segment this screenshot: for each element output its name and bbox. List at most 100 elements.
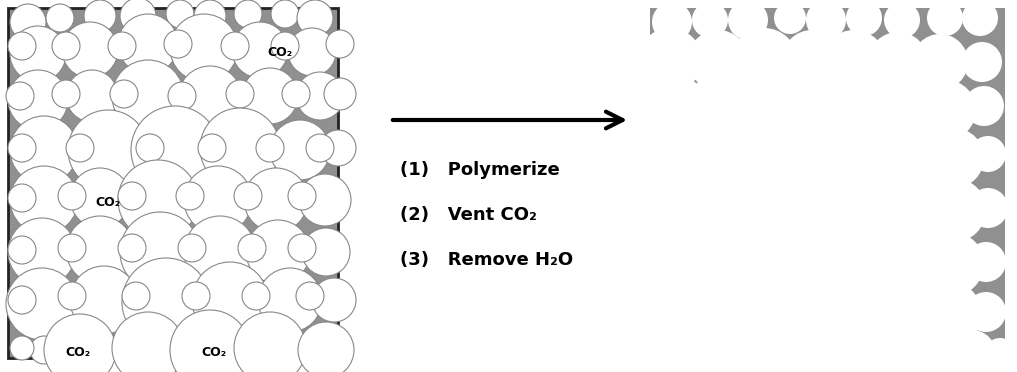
Circle shape <box>58 182 86 210</box>
Circle shape <box>730 72 806 148</box>
Circle shape <box>108 32 136 60</box>
Circle shape <box>782 222 866 306</box>
Circle shape <box>282 80 310 108</box>
Circle shape <box>29 336 58 364</box>
Circle shape <box>807 318 880 372</box>
Circle shape <box>320 130 356 166</box>
Circle shape <box>271 32 299 60</box>
Circle shape <box>629 170 708 250</box>
Circle shape <box>968 188 1008 228</box>
Circle shape <box>962 42 1002 82</box>
Circle shape <box>8 218 76 286</box>
Circle shape <box>176 182 204 210</box>
Circle shape <box>66 134 94 162</box>
Circle shape <box>876 226 952 302</box>
Circle shape <box>112 312 184 372</box>
Circle shape <box>962 0 998 36</box>
Circle shape <box>298 322 354 372</box>
Circle shape <box>964 86 1004 126</box>
Circle shape <box>234 0 262 28</box>
Circle shape <box>168 82 196 110</box>
Circle shape <box>256 134 284 162</box>
Circle shape <box>182 282 210 310</box>
Circle shape <box>868 32 928 92</box>
Circle shape <box>692 2 728 38</box>
Circle shape <box>928 0 963 36</box>
Circle shape <box>966 242 1006 282</box>
Circle shape <box>110 80 138 108</box>
Circle shape <box>118 234 146 262</box>
Circle shape <box>232 22 288 78</box>
Circle shape <box>856 320 924 372</box>
Circle shape <box>8 286 36 314</box>
Circle shape <box>912 34 968 90</box>
Circle shape <box>178 66 242 130</box>
Circle shape <box>678 168 762 252</box>
Circle shape <box>730 114 818 202</box>
Circle shape <box>782 30 842 90</box>
Circle shape <box>234 182 262 210</box>
Circle shape <box>324 78 356 110</box>
Circle shape <box>920 232 984 296</box>
Circle shape <box>902 324 962 372</box>
Circle shape <box>234 312 306 372</box>
Circle shape <box>6 82 34 110</box>
Circle shape <box>242 282 270 310</box>
Circle shape <box>830 224 910 304</box>
Circle shape <box>166 0 194 28</box>
Circle shape <box>244 168 308 232</box>
Circle shape <box>84 0 116 32</box>
Circle shape <box>10 4 46 40</box>
Circle shape <box>846 0 882 36</box>
Circle shape <box>728 0 768 40</box>
Circle shape <box>634 72 706 144</box>
Circle shape <box>629 276 704 352</box>
Circle shape <box>136 134 164 162</box>
Circle shape <box>192 262 268 338</box>
Circle shape <box>68 110 148 190</box>
Text: (3)   Remove H₂O: (3) Remove H₂O <box>400 251 574 269</box>
Circle shape <box>880 122 952 194</box>
Circle shape <box>52 32 80 60</box>
Circle shape <box>246 220 310 284</box>
Circle shape <box>70 266 138 334</box>
Circle shape <box>112 60 184 132</box>
Circle shape <box>221 32 249 60</box>
Circle shape <box>120 0 156 34</box>
Circle shape <box>238 234 266 262</box>
Circle shape <box>678 222 762 306</box>
Circle shape <box>270 120 330 180</box>
Circle shape <box>10 336 34 360</box>
Circle shape <box>922 178 986 242</box>
Circle shape <box>184 216 256 288</box>
Circle shape <box>6 268 78 340</box>
Circle shape <box>680 114 764 198</box>
Circle shape <box>648 336 684 372</box>
Circle shape <box>788 118 868 198</box>
Circle shape <box>131 106 219 194</box>
Circle shape <box>118 160 198 240</box>
Circle shape <box>8 70 68 130</box>
Circle shape <box>288 182 316 210</box>
Circle shape <box>58 234 86 262</box>
Circle shape <box>966 292 1006 332</box>
Circle shape <box>638 28 702 92</box>
Circle shape <box>46 4 74 32</box>
Circle shape <box>8 236 36 264</box>
Circle shape <box>312 278 356 322</box>
Circle shape <box>62 22 118 78</box>
Circle shape <box>884 2 920 38</box>
Circle shape <box>726 270 814 358</box>
Circle shape <box>8 184 36 212</box>
Circle shape <box>258 268 322 332</box>
Circle shape <box>629 224 708 304</box>
Circle shape <box>178 234 206 262</box>
Circle shape <box>806 0 846 40</box>
Circle shape <box>288 28 336 76</box>
Circle shape <box>184 166 252 234</box>
Bar <box>8 8 338 358</box>
Circle shape <box>170 14 238 82</box>
Circle shape <box>10 166 78 234</box>
Circle shape <box>822 30 886 94</box>
Circle shape <box>66 216 134 284</box>
